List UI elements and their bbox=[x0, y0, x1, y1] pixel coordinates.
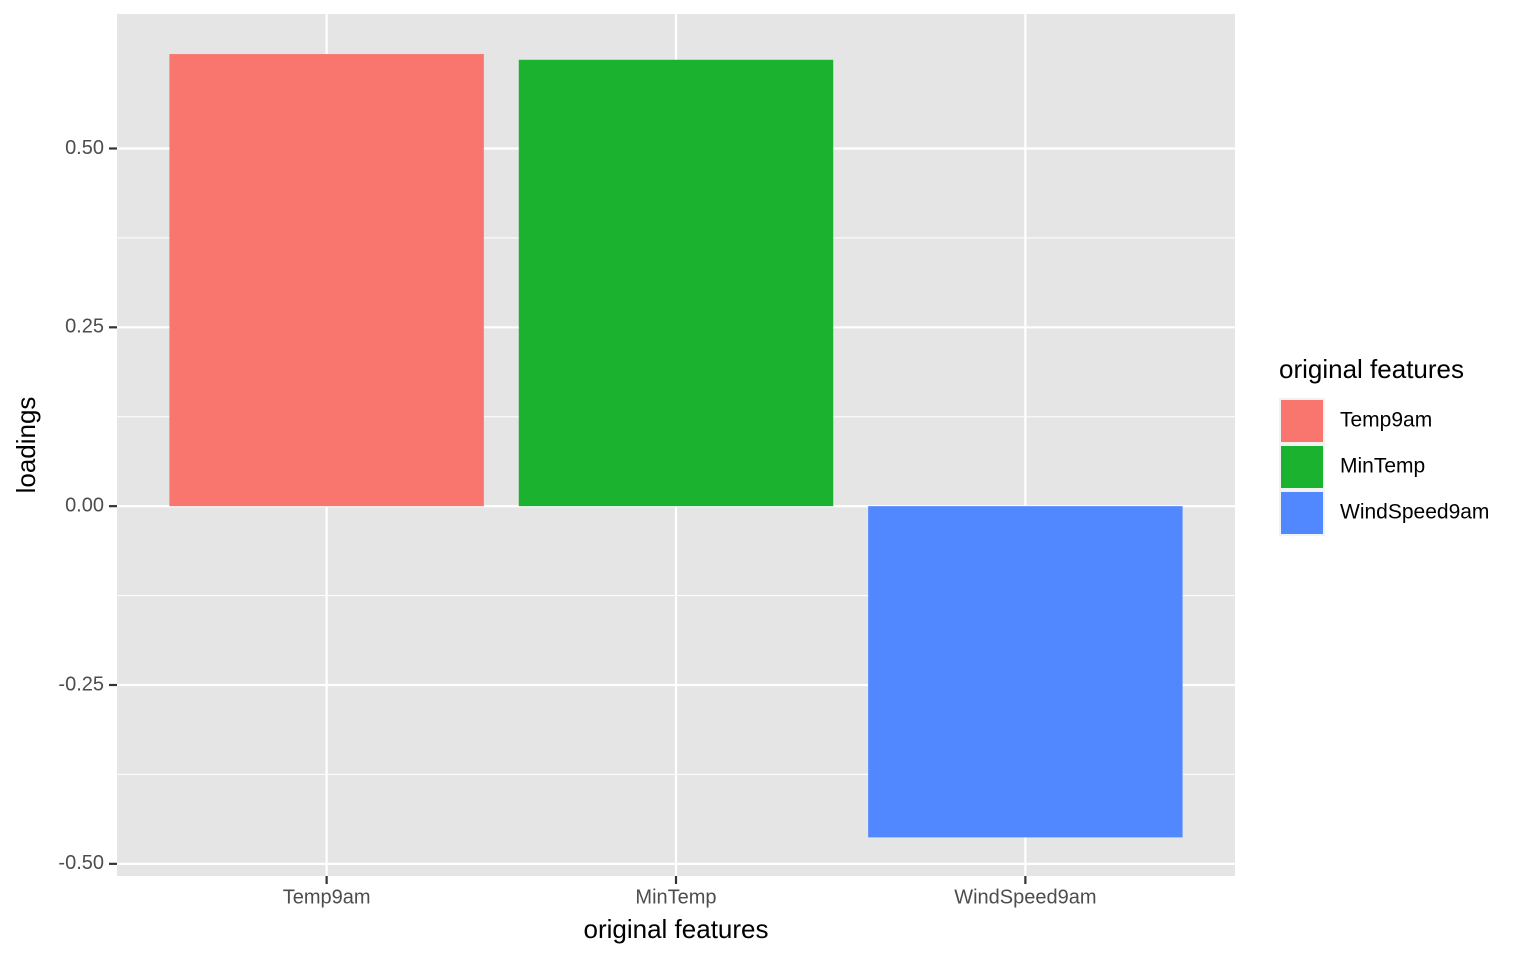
legend-label: WindSpeed9am bbox=[1340, 501, 1489, 524]
y-axis-title: loadings bbox=[11, 397, 41, 494]
bar bbox=[868, 506, 1183, 838]
bar bbox=[518, 59, 834, 507]
x-axis-title: original features bbox=[584, 914, 769, 944]
x-tick-label: WindSpeed9am bbox=[954, 886, 1096, 908]
y-tick-label: -0.50 bbox=[58, 852, 104, 874]
legend-swatch bbox=[1281, 446, 1323, 488]
legend-title: original features bbox=[1279, 354, 1464, 384]
y-tick-label: 0.25 bbox=[65, 316, 104, 338]
x-tick-label: MinTemp bbox=[635, 886, 716, 908]
legend-swatch bbox=[1281, 492, 1323, 534]
marks bbox=[169, 54, 1183, 838]
y-tick-label: 0.00 bbox=[65, 494, 104, 516]
bar bbox=[169, 54, 484, 507]
y-tick-label: -0.25 bbox=[58, 673, 104, 695]
legend-label: MinTemp bbox=[1340, 455, 1425, 478]
y-tick-label: 0.50 bbox=[65, 137, 104, 159]
x-tick-label: Temp9am bbox=[283, 886, 371, 908]
legend-label: Temp9am bbox=[1340, 409, 1432, 432]
legend-swatch bbox=[1281, 400, 1323, 442]
